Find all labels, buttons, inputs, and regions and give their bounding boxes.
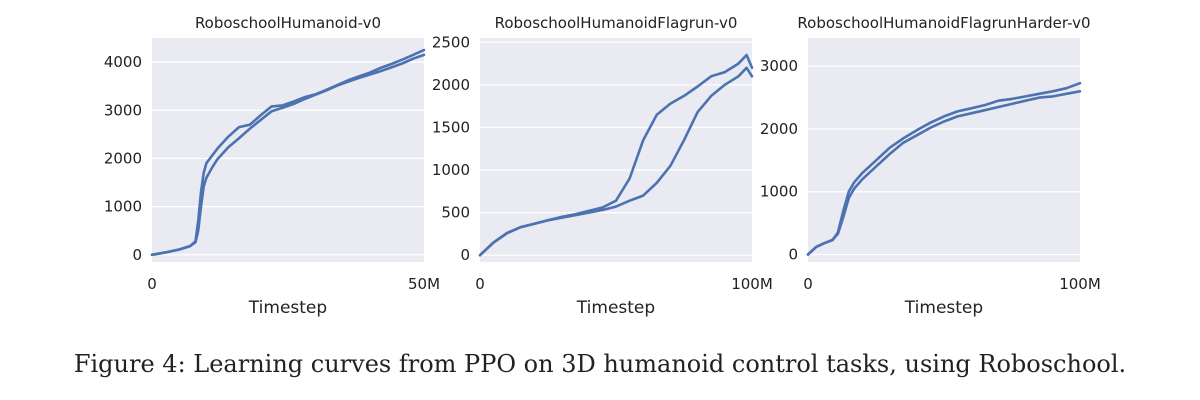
- x-tick-label: 0: [803, 275, 813, 293]
- y-tick-label: 0: [460, 246, 470, 264]
- y-tick-label: 2000: [432, 76, 470, 94]
- y-tick-label: 1000: [760, 183, 798, 201]
- y-tick-label: 4000: [104, 53, 142, 71]
- figure-caption: Figure 4: Learning curves from PPO on 3D…: [73, 350, 1127, 378]
- x-tick-label: 0: [147, 275, 157, 293]
- y-tick-label: 2000: [104, 149, 142, 167]
- x-tick-label: 100M: [731, 275, 773, 293]
- x-tick-label: 100M: [1059, 275, 1101, 293]
- y-tick-label: 500: [441, 204, 470, 222]
- x-axis-label: Timestep: [904, 298, 983, 318]
- x-axis-label: Timestep: [248, 298, 327, 318]
- series-line-2: [150, 48, 426, 257]
- y-tick-label: 3000: [760, 57, 798, 75]
- subplot-title: RoboschoolHumanoidFlagrun-v0: [495, 14, 738, 32]
- series-line-2: [478, 66, 754, 257]
- y-tick-label: 0: [132, 246, 142, 264]
- x-axis-label: Timestep: [576, 298, 655, 318]
- x-tick-label: 0: [475, 275, 485, 293]
- y-tick-label: 1500: [432, 118, 470, 136]
- subplot-title: RoboschoolHumanoid-v0: [195, 14, 381, 32]
- y-tick-label: 2500: [432, 33, 470, 51]
- plot-area: [808, 38, 1080, 262]
- y-tick-label: 0: [788, 245, 798, 263]
- y-tick-label: 2000: [760, 120, 798, 138]
- subplot-roboschool-humanoid: 0 1000 2000 3000 4000 0 50M RoboschoolHumanoid-…: [104, 14, 440, 318]
- subplot-roboschool-humanoid-flagrun: 0 500 1000 1500 2000 2500 0 100M RoboschoolHuman…: [432, 14, 773, 318]
- y-tick-label: 1000: [432, 161, 470, 179]
- subplot-title: RoboschoolHumanoidFlagrunHarder-v0: [797, 14, 1090, 32]
- y-tick-label: 3000: [104, 101, 142, 119]
- y-tick-label: 1000: [104, 198, 142, 216]
- series-line-2: [806, 90, 1082, 256]
- x-tick-label: 50M: [408, 275, 440, 293]
- subplot-roboschool-humanoid-flagrun-harder: 0 1000 2000 3000 0 100M RoboschoolHumanoidFlag…: [760, 14, 1101, 318]
